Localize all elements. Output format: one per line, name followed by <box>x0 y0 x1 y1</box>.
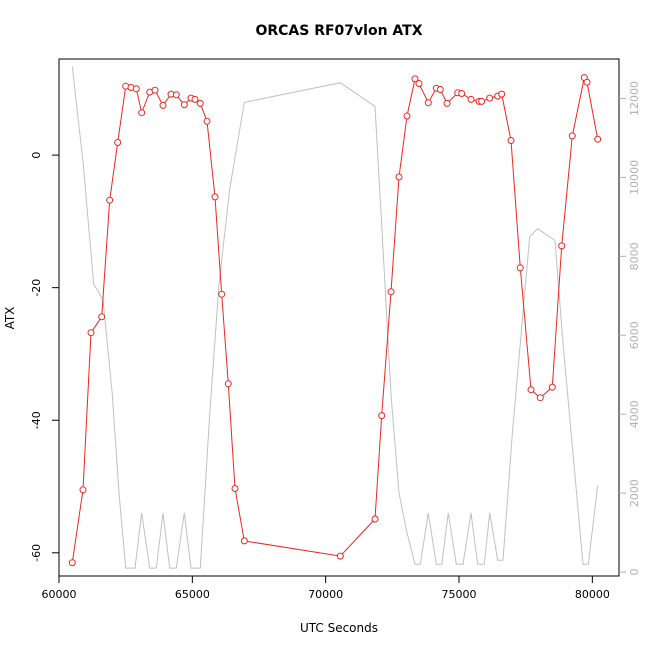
data-point <box>218 290 226 298</box>
x-tick-label: 80000 <box>575 588 610 601</box>
data-point <box>395 173 403 181</box>
data-point <box>203 117 211 125</box>
y2-tick-label: 6000 <box>628 321 641 349</box>
data-point <box>336 552 344 560</box>
chart-title: ORCAS RF07vlon ATX <box>255 23 422 39</box>
x-axis-label: UTC Seconds <box>300 621 378 635</box>
y-tick-label: 0 <box>30 152 43 159</box>
y2-tick-label: 0 <box>628 569 641 576</box>
data-point <box>68 559 76 567</box>
y-tick-label: -40 <box>30 411 43 429</box>
data-point <box>594 135 602 143</box>
data-point <box>424 99 432 107</box>
data-point <box>240 537 248 545</box>
data-point <box>196 99 204 107</box>
data-point <box>387 288 395 296</box>
data-point <box>159 101 167 109</box>
y2-tick-label: 2000 <box>628 479 641 507</box>
data-point <box>106 196 114 204</box>
data-point <box>172 91 180 99</box>
data-point <box>548 383 556 391</box>
x-tick-label: 60000 <box>42 588 77 601</box>
data-point <box>403 112 411 120</box>
data-point <box>436 86 444 93</box>
y-tick-label: -20 <box>30 279 43 297</box>
secondary-series-line <box>71 66 599 569</box>
data-point <box>478 97 486 105</box>
data-point <box>443 99 451 107</box>
data-point <box>507 137 515 144</box>
plot-frame <box>58 58 620 577</box>
data-point <box>231 485 239 492</box>
data-point <box>132 85 140 93</box>
data-point <box>486 94 494 102</box>
y2-tick-label: 8000 <box>628 242 641 270</box>
y2-tick-label: 12000 <box>628 81 641 116</box>
x-tick-label: 70000 <box>308 588 343 601</box>
data-point <box>151 86 159 94</box>
data-point <box>211 193 219 201</box>
data-point <box>98 313 106 321</box>
data-point <box>411 75 419 83</box>
y-axis-label: ATX <box>3 307 17 330</box>
data-point <box>415 80 423 87</box>
data-point <box>583 78 591 86</box>
series-group <box>68 66 602 569</box>
data-point <box>224 380 232 388</box>
y2-tick-label: 4000 <box>628 400 641 428</box>
data-point <box>79 486 87 494</box>
data-point <box>527 386 535 394</box>
y-tick-label: -60 <box>30 544 43 562</box>
y2-tick-label: 10000 <box>628 160 641 195</box>
data-point <box>516 264 524 272</box>
data-point <box>191 95 199 103</box>
x-tick-label: 65000 <box>175 588 210 601</box>
data-point <box>87 329 95 337</box>
x-tick-label: 75000 <box>442 588 477 601</box>
data-point <box>536 394 544 402</box>
data-point <box>458 90 466 97</box>
data-point <box>558 242 566 250</box>
axes-group: 60000 65000 70000 75000 80000 -60 -40 -20 0 0 2000… <box>30 81 641 601</box>
data-point <box>378 412 386 420</box>
data-point <box>180 101 188 109</box>
data-point <box>498 90 506 98</box>
data-point <box>114 139 122 146</box>
data-point <box>467 95 475 103</box>
data-point <box>568 132 576 140</box>
data-point <box>138 109 146 117</box>
data-point <box>371 515 379 523</box>
